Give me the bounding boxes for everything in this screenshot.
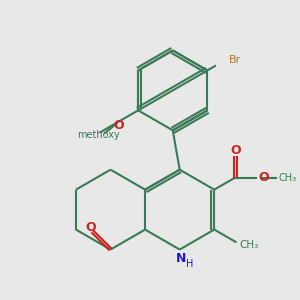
Text: methoxy: methoxy <box>77 130 120 140</box>
Text: O: O <box>113 119 124 132</box>
Text: CH₃: CH₃ <box>278 172 296 182</box>
Text: CH₃: CH₃ <box>239 240 259 250</box>
Text: N: N <box>176 252 186 265</box>
Text: O: O <box>230 145 241 158</box>
Text: O: O <box>85 220 96 234</box>
Text: methoxy: methoxy <box>97 132 103 133</box>
Text: O: O <box>258 171 269 184</box>
Text: Br: Br <box>229 55 241 65</box>
Text: H: H <box>186 259 194 269</box>
